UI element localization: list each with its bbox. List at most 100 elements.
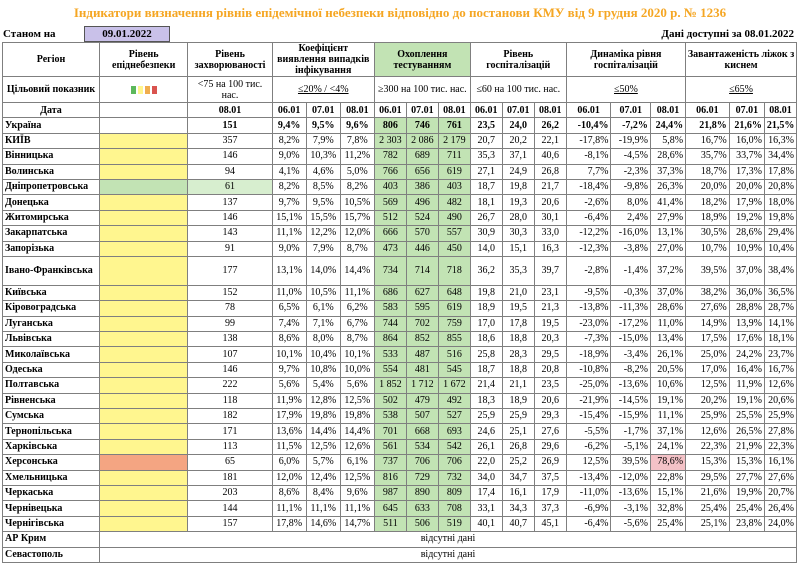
testing-cell: 492 <box>437 392 471 410</box>
legend-swatch-orange <box>144 85 150 94</box>
header-date-empty <box>98 101 189 119</box>
detection-cell: 14,6% <box>305 515 341 533</box>
region-cell: Хмельницька <box>2 469 100 486</box>
testing-cell: 702 <box>405 315 439 333</box>
testing-cell: 481 <box>405 361 439 379</box>
hosp-cell: 30,1 <box>533 209 567 227</box>
hosp-cell: 20,3 <box>533 331 567 348</box>
no-data-cell: відсутні дані <box>98 531 798 548</box>
legend-swatch-green <box>130 85 136 94</box>
header-morbidity: Рівень захворюваності <box>187 42 273 77</box>
date-hosp-1: 06.01 <box>469 101 503 119</box>
testing-cell: 1 672 <box>437 377 471 394</box>
hosp-dyn-cell: -19,9% <box>610 132 651 150</box>
date-dyn-1: 06.01 <box>565 101 612 119</box>
testing-cell: 668 <box>405 423 439 440</box>
header-region: Регіон <box>2 42 100 77</box>
detection-cell: 8,0% <box>305 331 341 348</box>
hosp-dyn-cell: 26,1% <box>649 346 687 363</box>
region-cell: Київська <box>2 284 100 302</box>
detection-cell: 17,9% <box>271 408 307 425</box>
date-dyn-2: 07.01 <box>610 101 651 119</box>
testing-cell: 746 <box>405 117 439 134</box>
testing-cell: 403 <box>437 178 471 196</box>
detection-cell: 8,5% <box>305 178 341 196</box>
data-available-note: Дані доступні за 08.01.2022 <box>661 28 794 40</box>
beds-cell: 25,4% <box>728 500 765 517</box>
detection-cell: 12,4% <box>305 469 341 486</box>
hosp-cell: 25,9 <box>501 408 535 425</box>
region-cell: Тернопільська <box>2 423 100 440</box>
beds-cell: 29,4% <box>763 225 798 242</box>
legend-swatch-yellow <box>137 85 143 94</box>
testing-cell: 570 <box>405 225 439 242</box>
region-cell: Львівська <box>2 331 100 348</box>
detection-cell: 12,8% <box>305 392 341 410</box>
testing-cell: 732 <box>437 469 471 486</box>
hosp-dyn-cell: -5,5% <box>565 423 612 440</box>
testing-cell: 403 <box>373 178 407 196</box>
hosp-cell: 18,8 <box>501 361 535 379</box>
detection-cell: 5,6% <box>271 377 307 394</box>
target-hosp-dyn: ≤50% <box>565 76 687 103</box>
target-testing: ≥300 на 100 тис. нас. <box>373 76 471 103</box>
testing-cell: 507 <box>405 408 439 425</box>
detection-cell: 19,8% <box>305 408 341 425</box>
testing-cell: 538 <box>373 408 407 425</box>
legend-swatch-red <box>151 85 157 94</box>
beds-cell: 21,6% <box>685 484 730 502</box>
beds-cell: 20,8% <box>763 178 798 196</box>
testing-cell: 890 <box>405 484 439 502</box>
hosp-cell: 17,8 <box>501 315 535 333</box>
morbidity-cell: 181 <box>187 469 273 486</box>
hosp-cell: 19,8 <box>469 284 503 302</box>
beds-cell: 21,9% <box>728 438 765 456</box>
beds-cell: 27,7% <box>728 469 765 486</box>
testing-cell: 519 <box>437 515 471 533</box>
hosp-cell: 29,3 <box>533 408 567 425</box>
hosp-dyn-cell: 22,8% <box>649 469 687 486</box>
hosp-dyn-cell: -2,3% <box>610 163 651 180</box>
beds-cell: 16,3% <box>763 132 798 150</box>
table-row: Київська 152 11,0% 10,5% 11,1% 686 627 648 19,8 2… <box>2 284 798 302</box>
testing-cell: 648 <box>437 284 471 302</box>
header-level: Рівень епіднебезпеки <box>98 42 189 77</box>
region-cell: Кіровоградська <box>2 300 100 317</box>
header-hosp-dyn: Динаміка рівня госпіталізацій <box>565 42 687 77</box>
header-testing: Охоплення тестуванням <box>373 42 471 77</box>
hosp-cell: 19,5 <box>533 315 567 333</box>
hosp-dyn-cell: -2,6% <box>565 194 612 211</box>
target-hosp: ≤60 на 100 тис. нас. <box>469 76 567 103</box>
hosp-cell: 29,6 <box>533 438 567 456</box>
testing-cell: 479 <box>405 392 439 410</box>
detection-cell: 8,7% <box>339 331 375 348</box>
hosp-dyn-cell: -15,0% <box>610 331 651 348</box>
beds-cell: 25,9% <box>763 408 798 425</box>
testing-cell: 693 <box>437 423 471 440</box>
detection-cell: 14,4% <box>339 255 375 286</box>
region-cell: Вінницька <box>2 148 100 165</box>
date-morb: 08.01 <box>187 101 273 119</box>
region-cell: Луганська <box>2 315 100 333</box>
beds-cell: 12,6% <box>763 377 798 394</box>
detection-cell: 8,2% <box>271 132 307 150</box>
hosp-cell: 25,2 <box>501 454 535 471</box>
beds-cell: 38,4% <box>763 255 798 286</box>
hosp-cell: 18,1 <box>469 194 503 211</box>
date-det-3: 08.01 <box>339 101 375 119</box>
hosp-cell: 19,8 <box>501 178 535 196</box>
morbidity-cell: 113 <box>187 438 273 456</box>
detection-cell: 14,0% <box>305 255 341 286</box>
testing-cell: 701 <box>373 423 407 440</box>
detection-cell: 6,2% <box>339 300 375 317</box>
stanom-date: 09.01.2022 <box>84 26 170 42</box>
detection-cell: 14,7% <box>339 515 375 533</box>
hosp-dyn-cell: 41,4% <box>649 194 687 211</box>
beds-cell: 23,7% <box>763 346 798 363</box>
beds-cell: 16,7% <box>685 132 730 150</box>
level-cell <box>98 346 189 363</box>
beds-cell: 18,1% <box>763 331 798 348</box>
hosp-cell: 34,0 <box>469 469 503 486</box>
table-row: Полтавська 222 5,6% 5,4% 5,6% 1 852 1 712 1 672… <box>2 377 798 394</box>
testing-cell: 490 <box>437 209 471 227</box>
